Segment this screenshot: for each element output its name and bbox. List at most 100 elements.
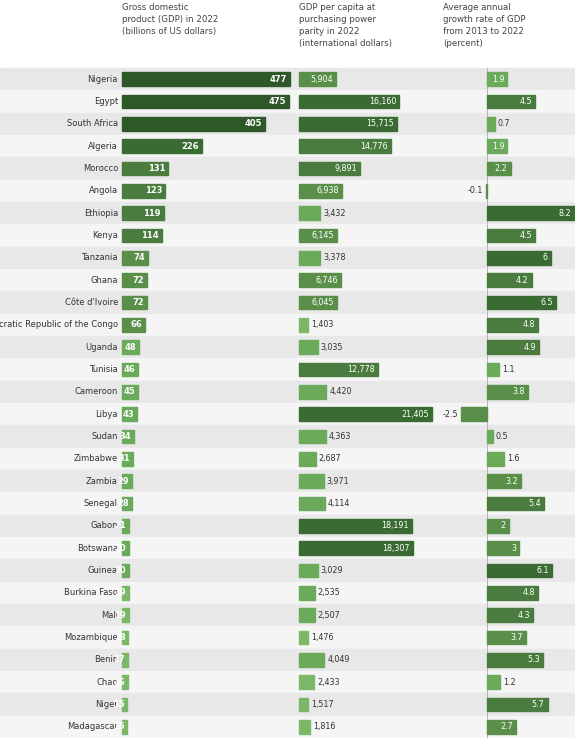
Bar <box>0 157 575 179</box>
Bar <box>0 403 575 425</box>
Text: 3,378: 3,378 <box>323 253 346 262</box>
Bar <box>461 407 488 421</box>
Text: 45: 45 <box>123 387 135 396</box>
Text: Gross domestic
product (GDP) in 2022
(billions of US dollars): Gross domestic product (GDP) in 2022 (bi… <box>122 3 218 36</box>
Bar <box>122 653 128 666</box>
Bar <box>488 273 532 287</box>
Text: Kenya: Kenya <box>92 231 118 240</box>
Text: GDP per capita at
purchasing power
parity in 2022
(international dollars): GDP per capita at purchasing power parit… <box>299 3 392 49</box>
Bar <box>0 627 575 649</box>
Bar <box>122 630 128 644</box>
Text: 123: 123 <box>145 186 162 196</box>
Bar <box>122 385 138 399</box>
Bar <box>299 184 342 198</box>
Bar <box>299 318 308 332</box>
Text: 6: 6 <box>543 253 548 262</box>
Text: 4.8: 4.8 <box>523 320 535 329</box>
Bar <box>122 117 264 131</box>
Bar <box>488 497 545 511</box>
Text: 3.2: 3.2 <box>505 477 518 486</box>
Text: 5.4: 5.4 <box>529 499 542 508</box>
Text: 4,049: 4,049 <box>327 655 350 664</box>
Bar <box>122 407 137 421</box>
Text: 2,507: 2,507 <box>317 610 340 620</box>
Bar <box>122 586 129 600</box>
Bar <box>122 564 129 577</box>
Bar <box>122 296 147 309</box>
Bar <box>122 362 138 376</box>
Text: 405: 405 <box>244 120 262 128</box>
Text: 34: 34 <box>120 432 131 441</box>
Text: 6,746: 6,746 <box>316 276 338 285</box>
Text: Benin: Benin <box>94 655 118 664</box>
Text: 43: 43 <box>122 410 134 418</box>
Text: Burkina Faso: Burkina Faso <box>64 588 118 597</box>
Bar <box>299 608 315 622</box>
Text: 3,432: 3,432 <box>323 209 346 218</box>
Text: 3.7: 3.7 <box>511 633 523 642</box>
Bar <box>0 246 575 269</box>
Bar <box>299 452 316 466</box>
Bar <box>488 675 500 689</box>
Bar <box>0 292 575 314</box>
Bar <box>488 630 527 644</box>
Bar <box>0 336 575 359</box>
Text: 4.8: 4.8 <box>523 588 535 597</box>
Bar <box>488 541 519 555</box>
Bar <box>488 720 516 734</box>
Bar <box>0 514 575 537</box>
Bar <box>299 475 324 488</box>
Bar <box>122 541 129 555</box>
Bar <box>299 72 336 86</box>
Text: 72: 72 <box>133 298 144 307</box>
Text: 2.2: 2.2 <box>495 164 508 173</box>
Bar <box>299 653 324 666</box>
Bar <box>488 251 551 265</box>
Text: 3: 3 <box>511 544 516 553</box>
Text: 2,433: 2,433 <box>317 677 340 686</box>
Text: Average annual
growth rate of GDP
from 2013 to 2022
(percent): Average annual growth rate of GDP from 2… <box>443 3 526 49</box>
Bar <box>0 582 575 604</box>
Text: 3.8: 3.8 <box>512 387 524 396</box>
Text: 0.7: 0.7 <box>498 120 511 128</box>
Bar <box>488 340 539 354</box>
Bar <box>0 470 575 492</box>
Bar <box>299 94 400 108</box>
Text: Sudan: Sudan <box>91 432 118 441</box>
Bar <box>0 693 575 716</box>
Bar <box>299 564 318 577</box>
Text: 18: 18 <box>114 633 125 642</box>
Bar <box>488 162 511 176</box>
Text: 15: 15 <box>113 700 124 709</box>
Bar <box>122 229 162 242</box>
Text: Madagascar: Madagascar <box>67 723 118 731</box>
Text: 5,904: 5,904 <box>310 75 333 83</box>
Bar <box>299 430 326 444</box>
Text: 19: 19 <box>114 610 126 620</box>
Bar <box>299 586 315 600</box>
Text: 2,535: 2,535 <box>318 588 340 597</box>
Text: Mali: Mali <box>101 610 118 620</box>
Text: 1.2: 1.2 <box>503 677 516 686</box>
Text: 1,476: 1,476 <box>311 633 334 642</box>
Bar <box>299 675 314 689</box>
Text: 475: 475 <box>269 97 286 106</box>
Bar <box>299 519 412 533</box>
Text: 16,160: 16,160 <box>369 97 396 106</box>
Text: 477: 477 <box>270 75 287 83</box>
Bar <box>122 318 145 332</box>
Bar <box>488 362 499 376</box>
Text: Senegal: Senegal <box>84 499 118 508</box>
Bar <box>0 179 575 202</box>
Bar <box>0 224 575 246</box>
Text: 46: 46 <box>124 365 135 374</box>
Text: 20: 20 <box>114 544 126 553</box>
Text: Côte d'Ivoire: Côte d'Ivoire <box>64 298 118 307</box>
Text: 21,405: 21,405 <box>401 410 429 418</box>
Text: 21: 21 <box>114 521 126 531</box>
Bar <box>122 139 202 153</box>
Text: 20: 20 <box>114 566 126 575</box>
Text: Uganda: Uganda <box>86 342 118 352</box>
Text: 131: 131 <box>148 164 165 173</box>
Text: Tanzania: Tanzania <box>82 253 118 262</box>
